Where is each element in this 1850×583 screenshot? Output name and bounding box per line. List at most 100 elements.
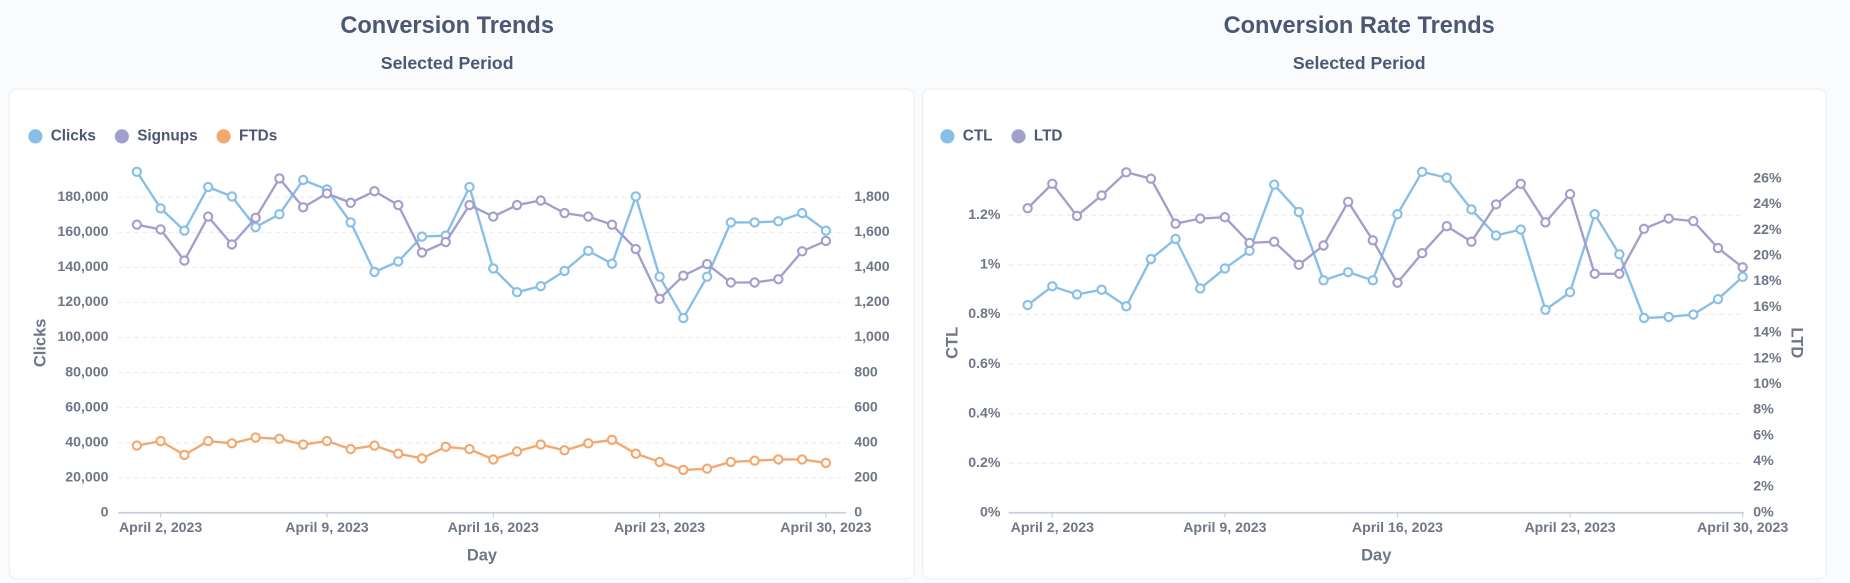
data-point	[820, 225, 832, 236]
data-point	[179, 225, 190, 236]
y2-tick-label: 1,400	[854, 258, 890, 274]
y2-tick-label: 10%	[1753, 375, 1782, 391]
data-point	[1318, 275, 1329, 286]
y2-tick-label: 0	[854, 503, 862, 519]
data-point	[1490, 230, 1502, 241]
data-point	[345, 443, 356, 455]
data-point	[250, 221, 261, 233]
data-point	[345, 217, 356, 228]
x-tick-label: April 23, 2023	[614, 519, 705, 535]
data-point	[749, 277, 760, 288]
data-point	[369, 186, 380, 197]
legend-swatch	[114, 129, 129, 144]
data-point	[1318, 240, 1329, 251]
data-point	[488, 454, 499, 465]
data-point	[1195, 213, 1206, 224]
x-axis-label: Day	[1361, 547, 1392, 565]
data-point	[1096, 190, 1107, 201]
data-point	[321, 435, 333, 447]
y2-tick-label: 2%	[1753, 478, 1774, 494]
data-point	[1047, 281, 1058, 292]
legend-swatch	[1011, 129, 1026, 144]
data-point	[1269, 179, 1280, 190]
data-point	[274, 173, 285, 184]
data-point	[1022, 203, 1033, 214]
data-point	[820, 457, 832, 469]
y-tick-label: 140,000	[57, 258, 108, 274]
data-point	[1071, 210, 1083, 222]
data-point	[416, 453, 428, 464]
data-point	[511, 446, 523, 457]
y-tick-label: 0.8%	[968, 305, 1001, 321]
data-point	[1663, 311, 1674, 323]
data-point	[535, 195, 546, 206]
data-point	[1638, 223, 1650, 234]
data-point	[606, 219, 618, 230]
data-point	[1342, 196, 1354, 208]
y2-tick-label: 1,600	[854, 223, 890, 239]
data-point	[773, 454, 784, 465]
y2-tick-label: 4%	[1753, 452, 1774, 468]
data-point	[297, 174, 309, 186]
data-point	[297, 202, 309, 213]
data-point	[321, 188, 333, 199]
data-point	[725, 277, 737, 288]
data-point	[1416, 166, 1428, 177]
y-tick-label: 180,000	[57, 188, 108, 204]
data-point	[1145, 253, 1157, 265]
data-point	[202, 181, 214, 193]
data-point	[155, 435, 166, 447]
y-tick-label: 80,000	[65, 363, 108, 379]
data-point	[1367, 275, 1379, 286]
data-point	[1712, 242, 1724, 254]
data-point	[1737, 271, 1748, 283]
data-point	[1269, 236, 1280, 247]
y2-tick-label: 1,800	[854, 188, 890, 204]
x-tick-label: April 23, 2023	[1524, 519, 1615, 535]
data-point	[796, 207, 808, 219]
data-point	[393, 448, 404, 459]
data-point	[179, 255, 190, 266]
data-point	[1515, 178, 1526, 190]
x-tick-label: April 2, 2023	[1011, 519, 1094, 535]
data-point	[820, 235, 832, 247]
data-point	[606, 434, 618, 446]
data-point	[1490, 199, 1502, 210]
data-point	[393, 256, 404, 267]
data-point	[1540, 217, 1551, 228]
data-point	[488, 263, 499, 274]
data-point	[654, 271, 665, 282]
data-point	[1564, 287, 1576, 298]
y2-tick-label: 400	[854, 433, 878, 449]
y2-tick-label: 12%	[1753, 349, 1782, 365]
data-point	[1466, 236, 1477, 247]
data-point	[226, 239, 238, 250]
y-tick-label: 1%	[980, 256, 1001, 272]
legend-label: Clicks	[51, 127, 96, 144]
data-point	[1589, 268, 1600, 279]
x-tick-label: April 2, 2023	[119, 519, 202, 535]
data-point	[678, 312, 689, 324]
data-point	[131, 440, 143, 451]
y-axis-label: CTL	[944, 327, 962, 359]
y-tick-label: 0.2%	[968, 454, 1001, 470]
data-point	[1737, 262, 1748, 273]
x-tick-label: April 30, 2023	[1697, 519, 1788, 535]
data-point	[1293, 259, 1305, 270]
data-point	[345, 197, 356, 208]
chart-subtitle: Selected Period	[1293, 53, 1426, 73]
y2-tick-label: 24%	[1753, 195, 1782, 211]
chart-subtitle: Selected Period	[381, 53, 514, 73]
legend-label: CTL	[963, 127, 993, 144]
data-point	[701, 463, 713, 474]
data-point	[202, 211, 214, 222]
data-point	[131, 166, 143, 177]
legend-swatch	[216, 129, 231, 144]
data-point	[464, 181, 475, 193]
y2-tick-label: 22%	[1753, 221, 1782, 237]
chart-title: Conversion Trends	[340, 12, 554, 38]
x-axis-label: Day	[467, 547, 498, 565]
x-tick-label: April 9, 2023	[1183, 519, 1266, 535]
data-point	[773, 216, 784, 227]
data-point	[1441, 221, 1452, 232]
